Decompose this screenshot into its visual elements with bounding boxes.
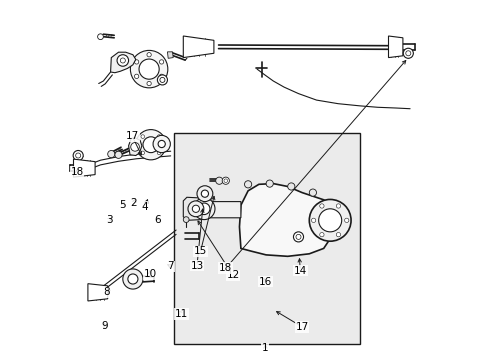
Circle shape	[244, 181, 251, 188]
Text: 12: 12	[226, 270, 239, 280]
Text: 16: 16	[258, 276, 271, 287]
Text: 2: 2	[130, 198, 137, 208]
Bar	[174, 133, 359, 344]
Circle shape	[201, 190, 208, 197]
Circle shape	[127, 274, 138, 284]
Circle shape	[158, 140, 165, 148]
Polygon shape	[183, 36, 213, 58]
Polygon shape	[239, 184, 333, 256]
Circle shape	[215, 177, 223, 184]
Polygon shape	[128, 138, 142, 156]
Circle shape	[222, 177, 229, 184]
Text: 15: 15	[194, 246, 207, 256]
Circle shape	[117, 55, 128, 66]
Circle shape	[159, 60, 163, 64]
Polygon shape	[110, 52, 136, 73]
Circle shape	[344, 218, 348, 222]
Circle shape	[122, 269, 142, 289]
Polygon shape	[167, 52, 173, 58]
Circle shape	[159, 74, 163, 78]
Text: 11: 11	[175, 309, 188, 319]
Circle shape	[309, 199, 350, 241]
Circle shape	[134, 74, 139, 78]
Polygon shape	[387, 36, 402, 58]
Text: 6: 6	[154, 215, 161, 225]
Text: 10: 10	[143, 269, 157, 279]
Circle shape	[115, 151, 122, 158]
Circle shape	[187, 201, 203, 217]
Circle shape	[157, 75, 167, 85]
Circle shape	[139, 59, 159, 79]
Text: 17: 17	[125, 131, 139, 141]
Circle shape	[336, 233, 340, 237]
Circle shape	[130, 143, 139, 151]
Circle shape	[134, 60, 139, 64]
Circle shape	[76, 153, 81, 158]
Circle shape	[319, 204, 324, 208]
Polygon shape	[88, 284, 107, 301]
Circle shape	[160, 77, 164, 82]
Text: 1: 1	[262, 343, 268, 354]
Circle shape	[130, 50, 167, 88]
Circle shape	[141, 135, 144, 138]
Text: 9: 9	[102, 321, 108, 331]
Circle shape	[183, 217, 189, 222]
Circle shape	[287, 183, 294, 190]
Text: 4: 4	[141, 202, 147, 212]
Circle shape	[193, 198, 215, 220]
Text: 5: 5	[119, 200, 126, 210]
Circle shape	[311, 218, 315, 222]
Polygon shape	[183, 197, 201, 220]
Circle shape	[192, 205, 199, 212]
Circle shape	[224, 179, 227, 183]
Circle shape	[293, 232, 303, 242]
Circle shape	[405, 51, 410, 56]
Circle shape	[197, 186, 212, 202]
Text: 14: 14	[293, 266, 306, 276]
Circle shape	[146, 53, 151, 57]
Circle shape	[309, 189, 316, 196]
Circle shape	[146, 81, 151, 86]
Circle shape	[336, 204, 340, 208]
Circle shape	[73, 150, 83, 161]
Text: 18: 18	[219, 263, 232, 273]
Circle shape	[157, 151, 161, 155]
Circle shape	[142, 137, 159, 153]
Text: 7: 7	[167, 261, 174, 271]
Circle shape	[403, 48, 412, 58]
Circle shape	[98, 34, 103, 40]
Circle shape	[157, 135, 161, 138]
Polygon shape	[73, 159, 95, 177]
Polygon shape	[198, 202, 241, 218]
Text: 18: 18	[70, 167, 83, 177]
Circle shape	[319, 233, 324, 237]
Text: 3: 3	[106, 215, 113, 225]
Circle shape	[198, 203, 209, 215]
Text: 17: 17	[295, 322, 308, 332]
Circle shape	[318, 209, 341, 232]
Circle shape	[120, 58, 125, 63]
Circle shape	[107, 150, 115, 158]
Circle shape	[141, 151, 144, 155]
Circle shape	[136, 130, 166, 160]
Text: 8: 8	[103, 287, 110, 297]
Circle shape	[153, 135, 170, 153]
Text: 13: 13	[190, 261, 203, 271]
Circle shape	[295, 234, 301, 239]
Circle shape	[265, 180, 273, 187]
